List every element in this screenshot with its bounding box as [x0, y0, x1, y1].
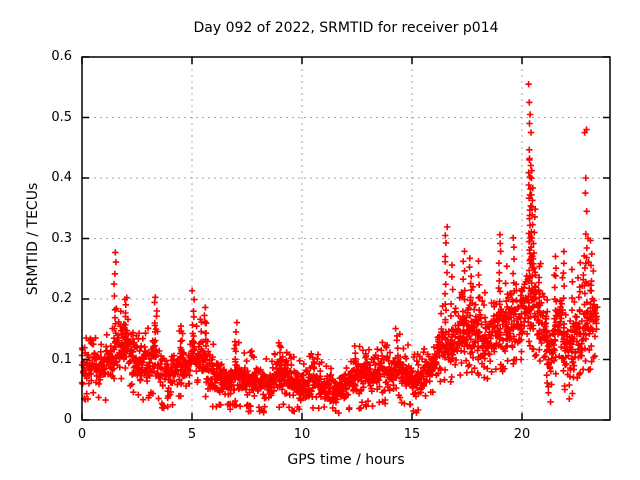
x-tick-label: 15 — [403, 427, 421, 442]
y-tick-label: 0.5 — [51, 109, 72, 125]
y-tick-label: 0.1 — [51, 351, 72, 367]
y-tick-label: 0.2 — [51, 291, 72, 306]
x-axis-label: GPS time / hours — [287, 452, 405, 468]
x-tick-label: 0 — [77, 427, 87, 442]
x-tick-label: 5 — [187, 427, 197, 442]
y-tick-label: 0 — [63, 412, 72, 427]
y-tick-label: 0.4 — [51, 170, 72, 185]
x-tick-label: 20 — [513, 427, 531, 442]
chart-title: Day 092 of 2022, SRMTID for receiver p01… — [193, 20, 499, 36]
y-tick-label: 0.3 — [51, 230, 72, 246]
y-tick-label: 0.6 — [51, 49, 72, 64]
x-tick-label: 10 — [293, 427, 311, 442]
